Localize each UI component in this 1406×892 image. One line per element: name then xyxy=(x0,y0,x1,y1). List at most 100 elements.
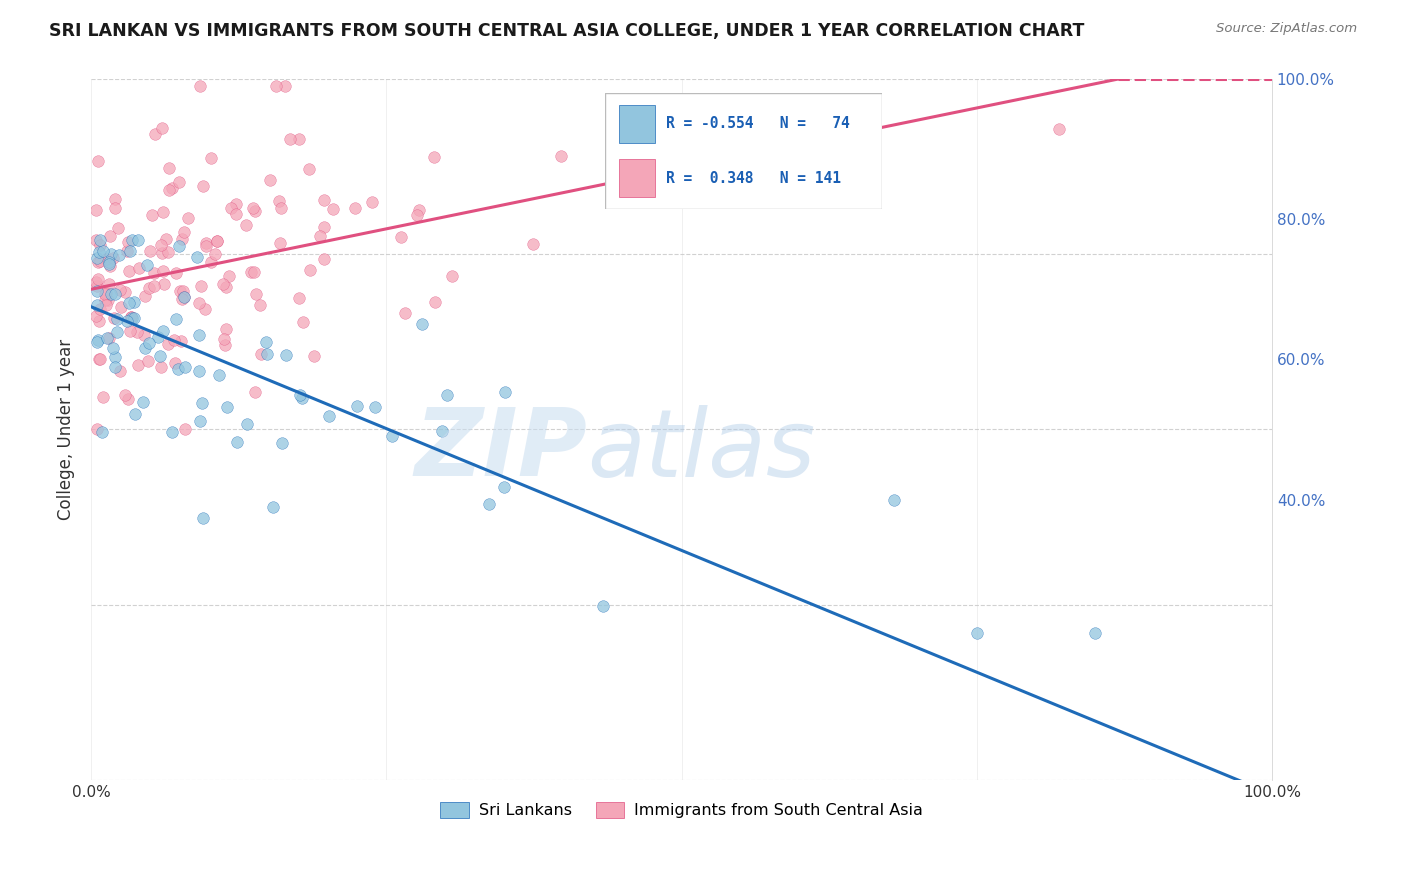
Point xyxy=(389,230,412,244)
Point xyxy=(87,245,110,260)
Point xyxy=(93,286,115,301)
Point xyxy=(96,331,118,345)
Point xyxy=(87,333,110,347)
Point xyxy=(157,245,180,260)
Point xyxy=(322,202,344,216)
Point xyxy=(312,220,335,235)
Point xyxy=(343,201,366,215)
Point xyxy=(86,334,108,349)
Point xyxy=(150,359,173,374)
Point xyxy=(115,244,138,258)
Point xyxy=(134,288,156,302)
Point xyxy=(309,228,332,243)
Point xyxy=(96,252,118,266)
Point xyxy=(312,252,335,267)
Point xyxy=(157,183,180,197)
Point xyxy=(84,233,107,247)
Point xyxy=(87,314,110,328)
Point xyxy=(271,436,294,450)
Point xyxy=(235,218,257,232)
Point xyxy=(87,154,110,169)
Point xyxy=(108,364,131,378)
Point xyxy=(128,260,150,275)
Point xyxy=(262,500,284,515)
Point xyxy=(235,417,257,431)
Text: SRI LANKAN VS IMMIGRANTS FROM SOUTH CENTRAL ASIA COLLEGE, UNDER 1 YEAR CORRELATI: SRI LANKAN VS IMMIGRANTS FROM SOUTH CENT… xyxy=(49,22,1084,40)
Point xyxy=(114,285,136,299)
Point xyxy=(522,236,544,251)
Point xyxy=(87,352,110,367)
Point xyxy=(408,203,430,218)
Point xyxy=(318,409,340,424)
Point xyxy=(207,234,229,248)
Point xyxy=(245,287,267,301)
Point xyxy=(94,298,117,312)
Point xyxy=(423,150,446,164)
Point xyxy=(242,201,264,215)
Point xyxy=(97,293,120,307)
Point xyxy=(146,329,169,343)
Point xyxy=(193,178,215,193)
Point xyxy=(167,239,190,253)
Point xyxy=(215,279,238,293)
Point xyxy=(91,425,114,440)
Point xyxy=(89,254,111,268)
Point xyxy=(124,407,146,421)
Point xyxy=(966,625,988,640)
Point xyxy=(208,368,231,382)
Point xyxy=(139,244,162,259)
Point xyxy=(84,202,107,217)
Point xyxy=(273,78,295,93)
Point xyxy=(121,311,143,326)
Point xyxy=(361,194,384,209)
Point xyxy=(163,334,186,348)
Point xyxy=(87,272,110,286)
Point xyxy=(592,599,614,614)
Point xyxy=(136,354,159,368)
Point xyxy=(411,318,433,332)
Point xyxy=(267,194,290,208)
Point xyxy=(86,278,108,293)
Text: atlas: atlas xyxy=(588,405,815,496)
Point xyxy=(86,251,108,265)
Point xyxy=(188,78,211,93)
Point xyxy=(278,132,301,146)
Point xyxy=(215,322,238,336)
Point xyxy=(173,290,195,304)
Point xyxy=(1047,122,1070,136)
Point xyxy=(142,266,165,280)
Point xyxy=(160,425,183,440)
Point xyxy=(86,422,108,436)
Point xyxy=(298,263,321,277)
Point xyxy=(219,202,242,216)
Point xyxy=(122,311,145,326)
Point xyxy=(225,207,247,221)
Point xyxy=(97,277,120,292)
Point xyxy=(97,255,120,269)
Point xyxy=(84,275,107,289)
Point xyxy=(114,388,136,402)
Point xyxy=(166,362,188,376)
Point xyxy=(91,390,114,404)
Point xyxy=(218,269,240,284)
Point xyxy=(120,244,142,258)
Point xyxy=(98,257,121,271)
Point xyxy=(187,364,209,378)
Point xyxy=(188,414,211,428)
Point xyxy=(104,360,127,375)
Point xyxy=(108,248,131,262)
Point xyxy=(170,292,193,306)
Point xyxy=(245,203,267,218)
Point xyxy=(127,358,149,372)
Point xyxy=(200,152,222,166)
Point xyxy=(346,399,368,413)
Point xyxy=(105,312,128,326)
Point xyxy=(135,258,157,272)
Point xyxy=(194,302,217,317)
Point xyxy=(89,233,111,247)
Point xyxy=(165,312,187,326)
Point xyxy=(104,193,127,207)
Point xyxy=(191,511,214,525)
Point xyxy=(173,422,195,436)
Point xyxy=(363,401,385,415)
